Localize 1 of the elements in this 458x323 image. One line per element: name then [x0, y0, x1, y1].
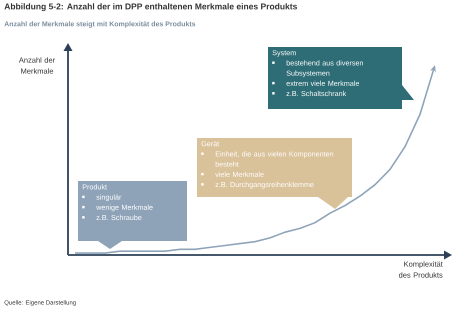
chart-title: Abbildung 5-2: Anzahl der im DPP enthaltenen Merkmale eines Produkts [4, 3, 297, 12]
